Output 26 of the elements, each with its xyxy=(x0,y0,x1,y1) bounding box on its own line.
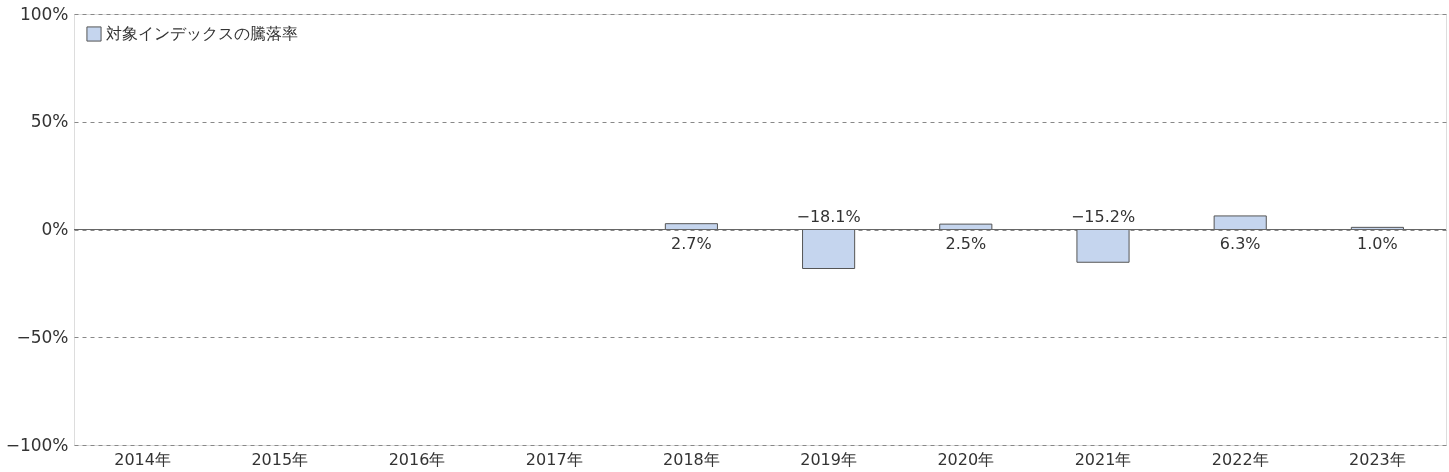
x-tick-label: 2022年 xyxy=(1211,449,1269,469)
x-tick-label: 2019年 xyxy=(800,449,857,469)
bar xyxy=(1213,215,1267,230)
x-tick-label: 2016年 xyxy=(388,449,446,469)
y-tick-label: −100% xyxy=(5,434,69,455)
data-label: 6.3% xyxy=(1219,233,1261,253)
data-label: 2.5% xyxy=(945,233,987,253)
x-tick-label: 2017年 xyxy=(525,449,583,469)
y-tick-label: 0% xyxy=(41,219,69,239)
x-tick-label: 2021年 xyxy=(1074,449,1132,469)
y-tick-label: 100% xyxy=(19,3,69,24)
y-tick-label: −50% xyxy=(16,326,69,347)
x-tick-label: 2020年 xyxy=(937,449,995,469)
bar xyxy=(1076,229,1130,263)
legend-label: 対象インデックスの騰落率 xyxy=(106,24,298,43)
x-tick-label: 2018年 xyxy=(663,449,720,469)
y-tick-label: 50% xyxy=(30,111,69,132)
data-label: 2.7% xyxy=(671,233,712,253)
data-label: −15.2% xyxy=(1070,206,1136,226)
data-label: 1.0% xyxy=(1357,233,1398,253)
x-tick-label: 2014年 xyxy=(114,449,171,469)
data-label: −18.1% xyxy=(796,206,861,226)
bar xyxy=(939,223,993,230)
x-tick-label: 2023年 xyxy=(1349,449,1406,469)
bar xyxy=(802,229,856,270)
x-tick-label: 2015年 xyxy=(251,449,309,469)
